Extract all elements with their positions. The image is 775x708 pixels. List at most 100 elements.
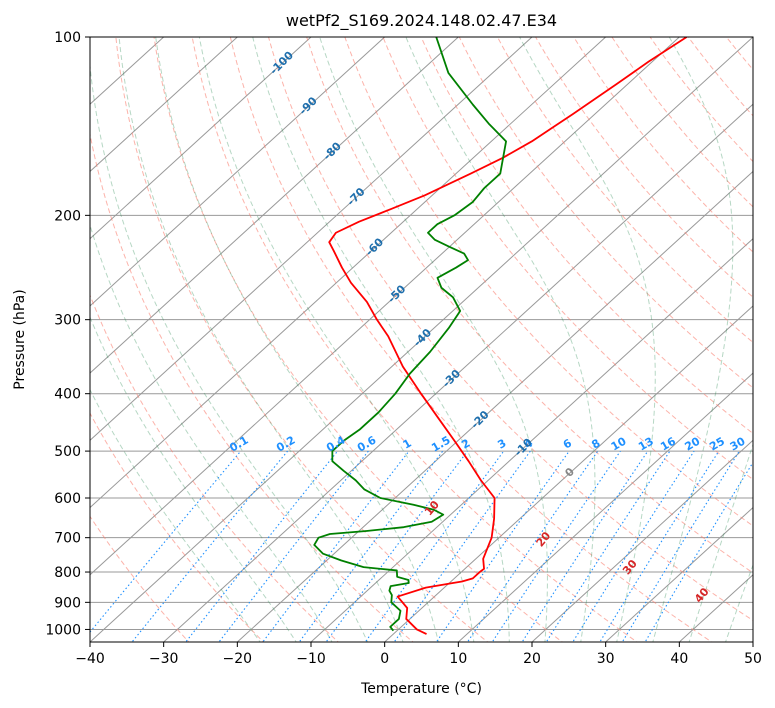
- mixing-ratio-line: [599, 450, 720, 642]
- moist-adiabat-line: [198, 37, 475, 642]
- mixing-ratio-line: [621, 450, 740, 642]
- dry-adiabat-line: [420, 37, 753, 435]
- x-tick-label: −20: [223, 651, 253, 667]
- moist-adiabat-line: [688, 442, 753, 642]
- x-tick-label: −30: [149, 651, 179, 667]
- y-tick-label: 1000: [45, 622, 81, 638]
- y-tick-label: 200: [54, 208, 81, 224]
- isotherm-line: [605, 506, 753, 642]
- y-axis: 100 200 300 400 500 600 700 800 900 1000: [45, 30, 90, 638]
- dry-adiabat-line: [611, 37, 753, 208]
- x-axis-label: Temperature (°C): [360, 681, 482, 697]
- moist-adiabat-line: [405, 37, 596, 642]
- isotherm-line: [531, 439, 753, 642]
- chart-title: wetPf2_S169.2024.148.02.47.E34: [286, 11, 557, 31]
- x-tick-label: −10: [296, 651, 326, 667]
- isotherm-line: [384, 305, 753, 642]
- y-tick-label: 700: [54, 531, 81, 547]
- moist-adiabat-line: [90, 61, 369, 642]
- moist-adiabat-line: [319, 37, 548, 642]
- x-tick-label: 10: [449, 651, 467, 667]
- isotherm-line: [163, 103, 753, 642]
- y-tick-label: 900: [54, 595, 81, 611]
- isotherm-line: [90, 37, 386, 307]
- dry-adiabat-line: [344, 37, 753, 527]
- y-axis-label: Pressure (hPa): [12, 289, 28, 389]
- y-tick-label: 800: [54, 565, 81, 581]
- y-tick-label: 500: [54, 444, 81, 460]
- mixing-ratio-label: 8: [589, 437, 602, 452]
- isotherm-line: [457, 372, 753, 642]
- y-tick-label: 600: [54, 491, 81, 507]
- mixing-ratio-line: [364, 450, 505, 642]
- dewpoint-profile: [313, 37, 507, 632]
- x-tick-label: 40: [670, 651, 688, 667]
- dry-adiabat-line: [191, 37, 638, 642]
- dry-adiabat-line: [496, 37, 753, 344]
- moist-adiabat-line: [725, 563, 753, 642]
- x-axis: −40 −30 −20 −10 0 10 20 30 40 50: [75, 642, 762, 667]
- dry-adiabat-line: [382, 37, 753, 481]
- mixing-ratio-line: [90, 450, 242, 633]
- dry-adiabat-line: [725, 37, 753, 71]
- dry-adiabat-line: [153, 37, 564, 642]
- dry-adiabat-line: [649, 37, 753, 163]
- x-tick-label: 20: [523, 651, 541, 667]
- isotherm-line: [90, 37, 533, 442]
- moist-adiabat-line: [90, 223, 333, 642]
- mixing-ratio-line: [298, 450, 444, 642]
- isotherm-line: [310, 237, 753, 642]
- moist-adiabat-label: 10: [422, 498, 442, 518]
- isotherm-line: [90, 37, 680, 576]
- mixing-ratio-line: [131, 450, 289, 642]
- mixing-ratio-line: [466, 450, 599, 642]
- mixing-ratio-line: [262, 450, 410, 642]
- y-tick-label: 300: [54, 313, 81, 329]
- dry-adiabat-line: [90, 515, 190, 642]
- mixing-ratio-line: [491, 450, 621, 642]
- isotherm-line: [90, 37, 312, 240]
- isotherm-line: [752, 641, 753, 642]
- dry-adiabat-line: [90, 293, 339, 642]
- dry-adiabat-line: [90, 412, 265, 642]
- mixing-ratio-line: [325, 450, 468, 642]
- moist-adiabat-line: [118, 37, 404, 642]
- mixing-ratio-line: [185, 450, 338, 642]
- mixing-ratio-label: 6: [561, 436, 574, 451]
- x-tick-label: −40: [75, 651, 105, 667]
- moist-adiabat-line: [90, 315, 297, 642]
- isotherm-line: [90, 37, 238, 173]
- isotherm-line: [90, 37, 753, 642]
- annotation-layer: 0.1 0.2 0.4 0.6 1 1.5 2 3 4 6 8 10 13 16 20 25 30-100-90…: [227, 48, 747, 605]
- isotherm-label: -100: [267, 48, 296, 77]
- dry-adiabat-line: [535, 37, 753, 298]
- moist-adiabat-line: [90, 388, 261, 642]
- mixing-ratio-line: [435, 450, 570, 642]
- moist-adiabat-line: [518, 37, 656, 642]
- moist-adiabat-label: 20: [534, 529, 554, 549]
- moist-adiabat-line: [155, 37, 439, 642]
- moist-adiabat-line: [652, 37, 734, 642]
- mixing-ratio-line: [572, 450, 695, 642]
- mixing-ratio-line: [545, 450, 671, 642]
- temperature-profile: [328, 37, 688, 635]
- isotherm-line: [90, 37, 607, 509]
- y-tick-label: 400: [54, 387, 81, 403]
- dry-adiabat-line: [306, 37, 753, 574]
- plot-frame: [89, 36, 754, 643]
- dry-adiabat-line: [458, 37, 753, 389]
- x-tick-label: 0: [380, 651, 389, 667]
- mixing-ratio-line: [644, 461, 753, 642]
- data-layer: [313, 37, 688, 635]
- moist-adiabat-label: 30: [620, 557, 640, 577]
- isotherm-line: [236, 170, 753, 642]
- moist-adiabat-line: [252, 37, 510, 642]
- mixing-ratio-label: 3: [495, 437, 508, 452]
- dry-adiabat-line: [687, 37, 753, 117]
- isotherm-line: [90, 37, 459, 374]
- dry-adiabat-line: [229, 37, 713, 642]
- dry-adiabat-line: [267, 37, 753, 622]
- x-tick-label: 30: [597, 651, 615, 667]
- x-tick-label: 50: [744, 651, 762, 667]
